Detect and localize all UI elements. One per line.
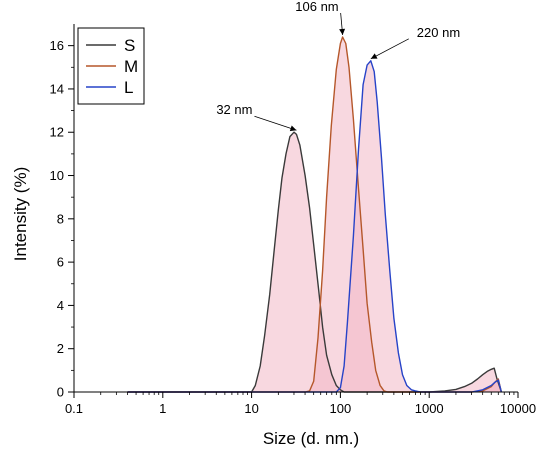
annotation-leader-line bbox=[254, 115, 297, 131]
y-axis-title: Intensity (%) bbox=[11, 167, 30, 261]
annotations: 32 nm 106 nm 220 nm bbox=[216, 0, 460, 132]
axes bbox=[73, 24, 518, 393]
y-tick-label: 0 bbox=[57, 385, 64, 400]
series-S-fill bbox=[127, 132, 502, 392]
y-tick-label: 8 bbox=[57, 211, 64, 226]
legend: SML bbox=[77, 27, 145, 105]
legend-label-M: M bbox=[124, 57, 138, 76]
x-axis-title: Size (d. nm.) bbox=[263, 429, 359, 448]
y-tick-label: 12 bbox=[50, 125, 64, 140]
series-fills bbox=[127, 37, 502, 393]
y-tick-label: 6 bbox=[57, 255, 64, 270]
legend-label-L: L bbox=[124, 78, 133, 97]
x-tick-label: 1 bbox=[159, 401, 166, 416]
annotation-arrowhead bbox=[370, 53, 378, 59]
legend-label-S: S bbox=[124, 36, 135, 55]
annotation-label: 32 nm bbox=[216, 102, 252, 117]
annotation-arrowhead bbox=[289, 125, 297, 132]
annotation-label: 220 nm bbox=[417, 25, 460, 40]
y-tick-label: 14 bbox=[50, 81, 64, 96]
y-tick-label: 16 bbox=[50, 38, 64, 53]
ticks: 0.1 1 10 100 1000 10000 0 2 4 6 8 10 12 14 16 bbox=[50, 38, 537, 416]
x-tick-label: 1000 bbox=[415, 401, 444, 416]
y-tick-label: 4 bbox=[57, 298, 64, 313]
x-tick-label: 10 bbox=[244, 401, 258, 416]
annotation-leader-line bbox=[370, 38, 409, 60]
y-tick-label: 10 bbox=[50, 168, 64, 183]
y-tick-label: 2 bbox=[57, 341, 64, 356]
annotation-arrowhead bbox=[339, 28, 346, 35]
series-S-line bbox=[127, 131, 503, 393]
x-tick-label: 100 bbox=[330, 401, 352, 416]
x-tick-label: 10000 bbox=[500, 401, 536, 416]
annotation-label: 106 nm bbox=[295, 0, 338, 14]
x-tick-label: 0.1 bbox=[65, 401, 83, 416]
